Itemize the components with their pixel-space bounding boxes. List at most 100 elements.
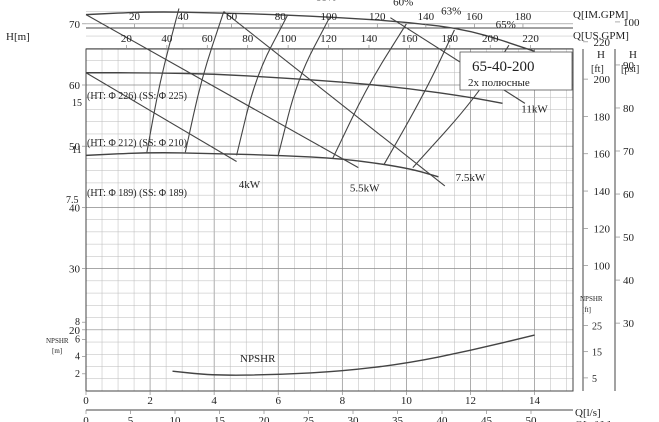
tick-label-head-m: 20 <box>69 325 81 337</box>
title-box <box>459 51 573 91</box>
power-line <box>223 11 446 187</box>
tick-label-us: 40 <box>161 33 173 45</box>
tick-label-head-ft: 140 <box>594 186 611 198</box>
tick-label-imp: 60 <box>226 11 238 23</box>
tick-label-us: 100 <box>280 33 297 45</box>
tick-label-npshr-m: 2 <box>75 369 80 380</box>
chart-grid <box>85 11 573 392</box>
tick-label-npshr-m: 4 <box>75 352 80 363</box>
tick-label-npshr-ft: 25 <box>592 321 602 332</box>
x-axis-label-ls: Q[l/s] <box>575 407 601 419</box>
tick-label-npshr-ft: 15 <box>592 348 602 359</box>
y-axis-unit-head-ft: [ft] <box>591 64 604 75</box>
tick-label-head-psi: 40 <box>623 275 635 287</box>
power-label: 4kW <box>239 179 261 191</box>
tick-label-head-psi: 50 <box>623 232 635 244</box>
tick-label-head-ft: 200 <box>594 74 611 86</box>
chart-title: 65-40-200 <box>472 59 535 75</box>
tick-label-head-m: 40 <box>69 202 81 214</box>
tick-label-us: 20 <box>121 33 133 45</box>
efficiency-label: 60% <box>393 0 413 8</box>
tick-label-imp: 180 <box>515 11 532 23</box>
series-label-ht-226: (HT: Φ 226) (SS: Φ 225) <box>87 91 187 102</box>
tick-label-ls: 10 <box>401 395 413 407</box>
series-power-label-15: 15 <box>72 98 82 109</box>
efficiency-line <box>383 29 455 165</box>
x-axis-label-m3h: Q[m³/h] <box>575 419 611 422</box>
tick-label-m3h: 0 <box>83 415 89 422</box>
tick-label-imp: 40 <box>178 11 190 23</box>
tick-label-head-psi: 80 <box>623 103 635 115</box>
tick-label-head-ft: 120 <box>594 223 611 235</box>
power-label: 5.5kW <box>350 182 380 194</box>
tick-label-head-m: 30 <box>69 264 81 276</box>
x-axis-label-imp: Q[IM.GPM] <box>573 9 628 21</box>
tick-label-head-m: 50 <box>69 141 81 153</box>
tick-label-m3h: 5 <box>128 415 134 422</box>
tick-label-npshr-m: 6 <box>75 334 80 345</box>
tick-label-us: 220 <box>522 33 539 45</box>
tick-label-imp: 120 <box>369 11 386 23</box>
tick-label-head-psi: 100 <box>623 17 640 29</box>
series-power-label-11: 11 <box>72 145 82 156</box>
npshr-ft-unit: [ft] <box>582 306 591 314</box>
npshr-ft-label: NPSHR <box>580 295 603 303</box>
tick-label-m3h: 35 <box>392 415 404 422</box>
series-label-ht-189: (HT: Φ 189) (SS: Φ 189) <box>87 188 187 199</box>
tick-label-us: 80 <box>242 33 254 45</box>
tick-label-m3h: 45 <box>481 415 493 422</box>
efficiency-line <box>146 8 180 153</box>
tick-label-imp: 80 <box>275 11 287 23</box>
series-label-ht-212: (HT: Φ 212) (SS: Φ 210) <box>87 138 187 149</box>
npshr-m-unit: [m] <box>52 347 62 355</box>
y-axis-label-head-ft: H <box>597 49 605 61</box>
efficiency-line <box>236 14 289 156</box>
tick-label-ls: 14 <box>529 395 541 407</box>
efficiency-label: 55% <box>316 0 336 4</box>
tick-label-imp: 140 <box>418 11 435 23</box>
tick-label-imp: 100 <box>321 11 338 23</box>
tick-label-m3h: 30 <box>347 415 359 422</box>
y-axis-label-head-m: H[m] <box>6 31 30 43</box>
tick-label-us: 140 <box>361 33 378 45</box>
power-line <box>85 14 359 169</box>
tick-label-ls: 0 <box>83 395 89 407</box>
chart-subtitle: 2х полюсные <box>468 77 530 89</box>
tick-label-m3h: 50 <box>525 415 537 422</box>
power-label: 11kW <box>521 104 548 116</box>
tick-label-us: 180 <box>442 33 459 45</box>
tick-label-head-psi: 60 <box>623 189 635 201</box>
tick-label-us: 160 <box>401 33 418 45</box>
tick-label-head-m: 70 <box>69 19 81 31</box>
efficiency-label: 63% <box>441 6 461 18</box>
y-axis-label-head-psi: H <box>629 49 637 61</box>
tick-label-ls: 6 <box>275 395 281 407</box>
tick-label-ls: 4 <box>211 395 217 407</box>
series-power-label-7-5: 7.5 <box>66 195 79 206</box>
tick-label-ls: 8 <box>340 395 346 407</box>
tick-label-head-ft: 180 <box>594 111 611 123</box>
tick-label-imp: 160 <box>466 11 483 23</box>
tick-label-m3h: 15 <box>214 415 226 422</box>
tick-label-m3h: 25 <box>303 415 315 422</box>
tick-label-npshr-ft: 5 <box>592 374 597 385</box>
npshr-curve <box>172 334 535 376</box>
plot-frame <box>85 48 574 392</box>
x-axis-label-us: Q[US.GPM] <box>573 30 629 42</box>
tick-label-us: 200 <box>482 33 499 45</box>
tick-label-npshr-m: 8 <box>75 317 80 328</box>
y-axis-unit-head-psi: [psi] <box>621 64 639 75</box>
efficiency-label: 65% <box>496 19 516 31</box>
tick-label-us: 120 <box>320 33 337 45</box>
head-curve-0 <box>85 11 535 53</box>
tick-label-ls: 2 <box>147 395 153 407</box>
tick-label-head-m: 60 <box>69 80 81 92</box>
series-label-npshr: NPSHR <box>240 353 276 365</box>
tick-label-head-ft: 100 <box>594 261 611 273</box>
tick-label-head-ft: 160 <box>594 149 611 161</box>
tick-label-m3h: 20 <box>258 415 270 422</box>
tick-label-m3h: 10 <box>169 415 181 422</box>
tick-label-ls: 12 <box>465 395 476 407</box>
tick-label-head-psi: 90 <box>623 60 635 72</box>
